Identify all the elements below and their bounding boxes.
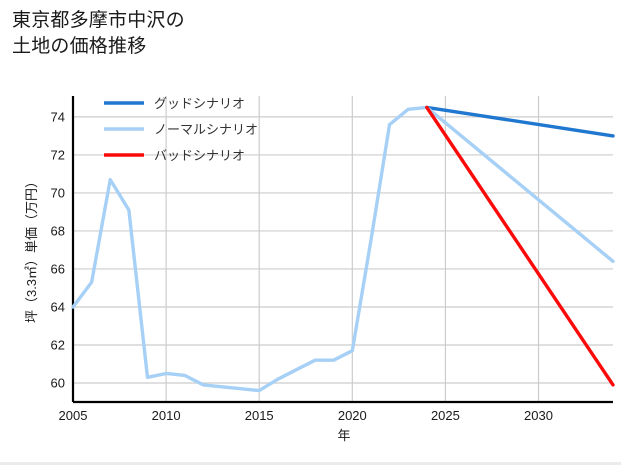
x-axis-tick-labels: 2005 2010 2015 2020 2025 2030 — [59, 408, 553, 423]
y-tick-label: 74 — [51, 109, 65, 124]
series-line — [425, 105, 615, 387]
y-axis-tick-labels: 60 62 64 66 68 70 72 74 — [51, 109, 65, 390]
chart-title: 東京都多摩市中沢の 土地の価格推移 — [12, 10, 185, 57]
axis-spines — [71, 96, 613, 404]
x-tick-label: 2020 — [338, 408, 367, 423]
data-series-lines — [71, 105, 615, 393]
legend-label: ノーマルシナリオ — [154, 122, 258, 137]
x-tick-label: 2010 — [152, 408, 181, 423]
legend-label: バッドシナリオ — [154, 148, 245, 163]
y-tick-label: 60 — [51, 375, 65, 390]
y-axis-title: 坪（3.3㎡）単価（万円） — [24, 175, 39, 323]
x-tick-label: 2025 — [431, 408, 460, 423]
y-tick-label: 72 — [51, 147, 65, 162]
y-tick-label: 62 — [51, 337, 65, 352]
series-line — [71, 105, 615, 393]
x-tick-label: 2015 — [245, 408, 274, 423]
y-tick-label: 68 — [51, 223, 65, 238]
y-tick-label: 70 — [51, 185, 65, 200]
horizontal-gridlines — [73, 116, 613, 384]
y-tick-label: 66 — [51, 261, 65, 276]
bottom-divider — [0, 462, 621, 465]
legend-label: グッドシナリオ — [154, 96, 245, 111]
y-tick-label: 64 — [51, 299, 65, 314]
x-tick-label: 2030 — [524, 408, 553, 423]
x-axis-title: 年 — [337, 428, 350, 443]
x-tick-label: 2005 — [59, 408, 88, 423]
series-line — [425, 105, 615, 138]
